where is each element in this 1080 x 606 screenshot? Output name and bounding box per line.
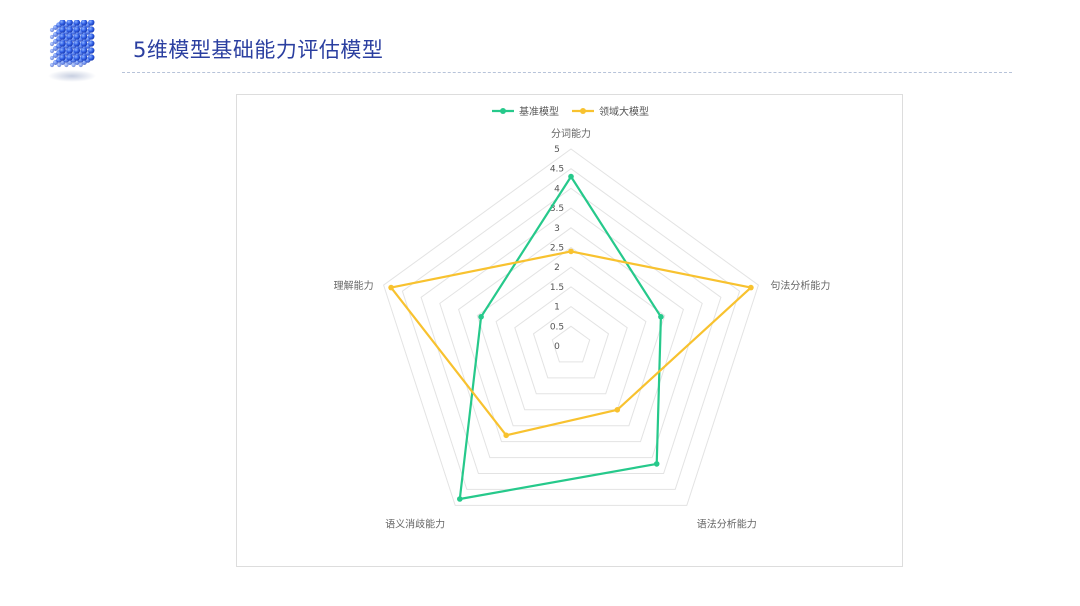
logo-dot bbox=[66, 54, 73, 61]
logo-dot bbox=[49, 41, 55, 47]
data-point bbox=[457, 496, 463, 502]
data-point bbox=[653, 461, 660, 467]
logo-dot bbox=[49, 62, 55, 68]
logo-dot bbox=[73, 33, 81, 40]
legend-label: 基准模型 bbox=[519, 105, 559, 118]
logo-shadow bbox=[48, 70, 96, 82]
logo-dot bbox=[64, 62, 69, 68]
page-title: 5维模型基础能力评估模型 bbox=[133, 38, 384, 62]
logo-dot bbox=[57, 62, 62, 68]
logo-dot bbox=[49, 34, 55, 40]
logo-dot bbox=[59, 54, 66, 61]
logo-dot bbox=[88, 40, 95, 47]
data-point bbox=[568, 248, 574, 255]
axis-label: 分词能力 bbox=[551, 127, 591, 140]
legend-label: 领域大模型 bbox=[599, 105, 649, 118]
logo-dot bbox=[66, 40, 73, 47]
data-point bbox=[568, 173, 574, 180]
logo-dot bbox=[66, 33, 73, 40]
logo-dot bbox=[71, 62, 76, 68]
data-point bbox=[388, 284, 394, 291]
tick-label: 3 bbox=[554, 224, 560, 234]
series-line bbox=[390, 250, 753, 437]
tick-label: 5 bbox=[554, 145, 560, 155]
axis-label: 语法分析能力 bbox=[697, 517, 757, 530]
logo-dot bbox=[80, 54, 88, 61]
data-point bbox=[748, 284, 754, 291]
logo-dot bbox=[78, 62, 83, 68]
logo-dot bbox=[88, 54, 95, 61]
legend-marker bbox=[580, 108, 586, 114]
grid-ring bbox=[495, 266, 647, 411]
logo-dot bbox=[73, 20, 81, 26]
logo-dot bbox=[80, 33, 88, 40]
axis-label: 语义消歧能力 bbox=[385, 517, 445, 530]
axis-label: 句法分析能力 bbox=[770, 279, 830, 292]
logo-dot bbox=[49, 48, 55, 54]
grid-ring bbox=[401, 168, 741, 490]
logo-dot bbox=[88, 47, 95, 54]
cube-dots-icon bbox=[48, 20, 96, 82]
tick-label: 0.5 bbox=[550, 322, 564, 332]
tick-label: 3.5 bbox=[550, 204, 564, 214]
data-point bbox=[503, 432, 510, 439]
header: 5维模型基础能力评估模型 bbox=[0, 0, 1080, 90]
grid-ring bbox=[439, 207, 703, 459]
tick-label: 1 bbox=[554, 303, 560, 313]
grid-ring bbox=[514, 286, 628, 395]
logo-dot bbox=[49, 55, 55, 61]
logo-dot bbox=[88, 20, 95, 26]
logo-dot bbox=[49, 27, 55, 33]
tick-label: 2 bbox=[554, 263, 560, 273]
logo-dot bbox=[80, 40, 88, 47]
logo-dot bbox=[80, 47, 88, 54]
data-point bbox=[614, 407, 621, 413]
grid-ring bbox=[458, 227, 684, 443]
grid-ring bbox=[551, 325, 591, 363]
tick-label: 0 bbox=[554, 342, 560, 352]
grid-ring bbox=[420, 187, 722, 474]
logo-dot bbox=[59, 20, 66, 26]
radar-chart-panel: 0 0.5 1 1.5 2 2.5 3 3.5 4 4.5 5 分词能力句法分析能力语法分析能力 语义消… bbox=[236, 94, 903, 567]
logo-dot bbox=[59, 33, 66, 40]
logo-dot bbox=[66, 26, 73, 33]
logo-dot bbox=[88, 33, 95, 40]
grid-ring bbox=[532, 305, 610, 379]
logo-dot bbox=[66, 20, 73, 26]
tick-label: 4.5 bbox=[550, 165, 564, 175]
grid-ring bbox=[476, 246, 666, 427]
logo-dot bbox=[73, 54, 81, 61]
axis-label: 理解能力 bbox=[334, 279, 374, 292]
logo-dot bbox=[73, 40, 81, 47]
series-line bbox=[458, 175, 662, 501]
logo-dot bbox=[73, 47, 81, 54]
tick-label: 2.5 bbox=[550, 244, 564, 254]
logo-dot bbox=[59, 47, 66, 54]
logo-dot bbox=[66, 47, 73, 54]
data-point bbox=[658, 314, 664, 320]
logo-dot bbox=[80, 26, 88, 33]
tick-label: 4 bbox=[554, 184, 560, 194]
data-point bbox=[478, 314, 484, 320]
grid-ring bbox=[383, 148, 759, 506]
logo-dot bbox=[59, 40, 66, 47]
legend-marker bbox=[500, 108, 506, 114]
logo-dot bbox=[80, 20, 88, 26]
logo-dot bbox=[59, 26, 66, 33]
title-divider bbox=[122, 72, 1012, 73]
logo-dot bbox=[88, 26, 95, 33]
logo-dot bbox=[73, 26, 81, 33]
tick-label: 1.5 bbox=[550, 283, 564, 293]
